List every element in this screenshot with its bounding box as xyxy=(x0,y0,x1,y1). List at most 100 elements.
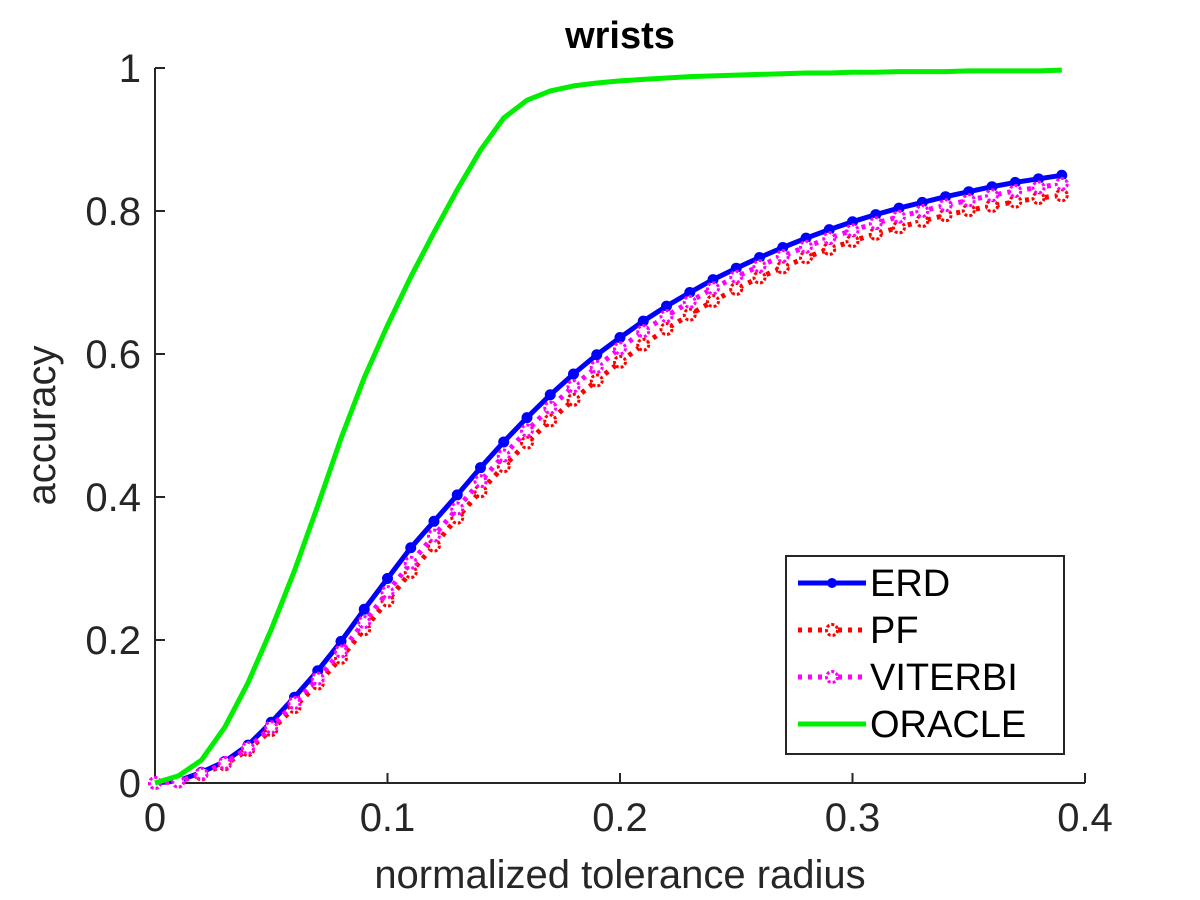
data-point-viterbi xyxy=(1054,176,1069,191)
data-point-pf xyxy=(706,294,720,309)
series-oracle xyxy=(154,67,1062,786)
data-point-erd xyxy=(614,332,626,344)
series-line-erd xyxy=(154,172,1063,786)
y-tick-label: 0.4 xyxy=(85,476,141,520)
legend-item-viterbi: VITERBI xyxy=(798,657,1018,699)
data-point-viterbi xyxy=(892,209,906,224)
y-tick-label: 1 xyxy=(119,47,141,91)
legend-label-viterbi: VITERBI xyxy=(870,657,1018,699)
data-point-viterbi xyxy=(775,249,790,264)
legend-item-erd: ERD xyxy=(798,563,950,605)
data-point-pf xyxy=(589,373,604,388)
data-point-viterbi xyxy=(334,644,348,659)
series-line-viterbi xyxy=(154,181,1063,786)
legend: ERD PF VITERBI ORACLE xyxy=(785,555,1065,755)
data-point-viterbi xyxy=(496,448,511,463)
data-point-viterbi xyxy=(194,766,209,781)
x-axis-label: normalized tolerance radius xyxy=(374,853,865,897)
data-point-pf xyxy=(729,281,744,296)
data-point-viterbi xyxy=(938,198,953,213)
data-point-pf xyxy=(868,226,883,241)
data-point-erd xyxy=(591,349,603,361)
y-tick-label: 0.6 xyxy=(85,333,141,377)
data-point-viterbi xyxy=(682,294,697,309)
data-point-erd xyxy=(382,573,393,585)
data-point-pf xyxy=(799,250,813,265)
data-point-viterbi xyxy=(659,309,674,324)
data-point-pf xyxy=(659,321,674,336)
data-point-viterbi xyxy=(310,671,325,686)
legend-item-oracle: ORACLE xyxy=(798,704,1026,746)
y-tick-label: 0.8 xyxy=(85,190,141,234)
legend-marker-viterbi xyxy=(825,670,839,684)
data-point-viterbi xyxy=(799,239,813,254)
data-point-viterbi xyxy=(450,501,465,516)
data-point-erd xyxy=(428,515,440,527)
data-point-erd xyxy=(451,489,463,501)
data-point-viterbi xyxy=(380,585,395,600)
data-point-viterbi xyxy=(241,740,255,755)
data-point-viterbi xyxy=(566,379,581,394)
legend-label-pf: PF xyxy=(870,610,919,652)
data-point-viterbi xyxy=(729,269,744,284)
data-point-viterbi xyxy=(613,341,627,356)
legend-box xyxy=(785,555,1065,755)
data-point-viterbi xyxy=(706,281,720,296)
axes: 0 0.1 0.2 0.3 0.4 0 0.2 0.4 0.6 0.8 1 xyxy=(85,47,1112,840)
data-point-pf xyxy=(892,220,906,235)
data-point-viterbi xyxy=(868,216,883,231)
data-point-erd xyxy=(568,368,579,380)
data-point-viterbi xyxy=(1008,183,1023,198)
x-tick-label: 0 xyxy=(144,796,166,840)
data-point-erd xyxy=(544,389,556,401)
data-point-viterbi xyxy=(287,695,302,710)
data-point-viterbi xyxy=(520,423,534,438)
data-point-pf xyxy=(915,214,930,229)
data-point-pf xyxy=(845,234,860,249)
data-point-pf xyxy=(543,413,558,428)
data-point-pf xyxy=(520,435,534,450)
data-point-viterbi xyxy=(961,193,976,208)
series-line-oracle xyxy=(154,67,1062,786)
data-point-pf xyxy=(566,392,581,407)
data-point-pf xyxy=(775,260,790,275)
data-point-viterbi xyxy=(543,400,558,415)
data-point-pf xyxy=(682,307,697,322)
data-point-viterbi xyxy=(752,259,767,274)
data-point-erd xyxy=(521,412,533,424)
data-point-pf xyxy=(961,203,976,218)
data-point-viterbi xyxy=(915,204,930,218)
data-point-pf xyxy=(636,337,651,352)
data-point-viterbi xyxy=(822,231,837,246)
data-point-viterbi xyxy=(264,720,279,735)
chart-title: wrists xyxy=(564,15,675,57)
data-point-viterbi xyxy=(636,324,651,339)
series-layer xyxy=(148,67,1069,790)
data-point-erd xyxy=(498,436,510,448)
data-point-viterbi xyxy=(403,555,418,570)
series-line-pf xyxy=(154,192,1063,786)
data-point-viterbi xyxy=(1031,180,1046,195)
legend-label-oracle: ORACLE xyxy=(870,704,1026,746)
data-point-erd xyxy=(405,542,417,554)
data-point-pf xyxy=(1054,188,1069,203)
series-viterbi xyxy=(148,176,1069,790)
legend-marker-pf xyxy=(825,623,839,637)
data-point-pf xyxy=(427,538,441,553)
data-point-pf xyxy=(613,354,627,369)
data-point-viterbi xyxy=(589,359,604,374)
data-point-pf xyxy=(822,241,837,256)
data-point-pf xyxy=(1008,194,1023,209)
data-point-pf xyxy=(985,198,999,213)
data-point-pf xyxy=(473,484,488,499)
x-tick-label: 0.2 xyxy=(592,796,648,840)
data-point-erd xyxy=(475,462,486,474)
data-point-viterbi xyxy=(985,188,999,203)
y-tick-label: 0 xyxy=(119,762,141,806)
y-axis-label: accuracy xyxy=(20,345,64,505)
y-tick-label: 0.2 xyxy=(85,619,141,663)
x-tick-label: 0.3 xyxy=(825,796,881,840)
data-point-viterbi xyxy=(427,528,441,543)
data-point-viterbi xyxy=(217,755,232,770)
